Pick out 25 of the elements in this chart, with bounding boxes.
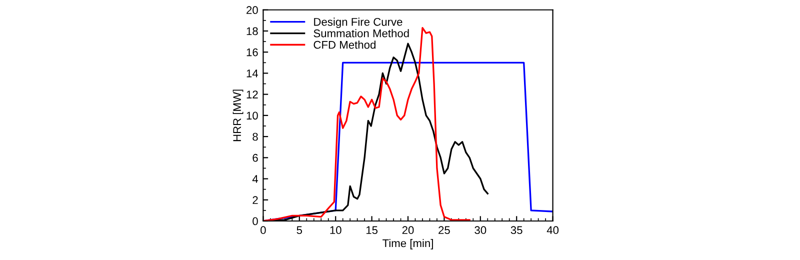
y-tick-label: 2 bbox=[252, 196, 258, 204]
y-tick-label: 4 bbox=[252, 175, 258, 183]
y-tick-label: 6 bbox=[252, 154, 258, 162]
x-tick-label: 0 bbox=[260, 226, 266, 234]
legend-label: Summation Method bbox=[314, 29, 409, 38]
legend-label: Design Fire Curve bbox=[314, 18, 402, 28]
x-tick-label: 40 bbox=[546, 226, 559, 234]
x-tick-label: 20 bbox=[402, 226, 414, 234]
y-tick-label: 12 bbox=[246, 90, 258, 98]
y-tick-label: 16 bbox=[246, 48, 258, 56]
x-axis-title: Time [min] bbox=[382, 238, 433, 250]
y-tick-label: 18 bbox=[246, 27, 258, 36]
y-tick-label: 0 bbox=[252, 217, 258, 226]
legend-label: CFD Method bbox=[314, 40, 376, 49]
y-tick-label: 20 bbox=[246, 6, 258, 14]
x-tick-label: 10 bbox=[330, 226, 342, 234]
x-tick-label: 35 bbox=[510, 226, 522, 234]
y-axis-title: HRR [MW] bbox=[232, 90, 244, 142]
x-tick-label: 5 bbox=[296, 226, 302, 234]
x-tick-label: 30 bbox=[474, 226, 486, 234]
y-tick-label: 10 bbox=[246, 112, 258, 120]
x-tick-label: 15 bbox=[366, 226, 378, 234]
y-tick-label: 8 bbox=[252, 132, 258, 141]
y-tick-label: 14 bbox=[246, 70, 258, 78]
x-tick-label: 25 bbox=[438, 226, 450, 234]
